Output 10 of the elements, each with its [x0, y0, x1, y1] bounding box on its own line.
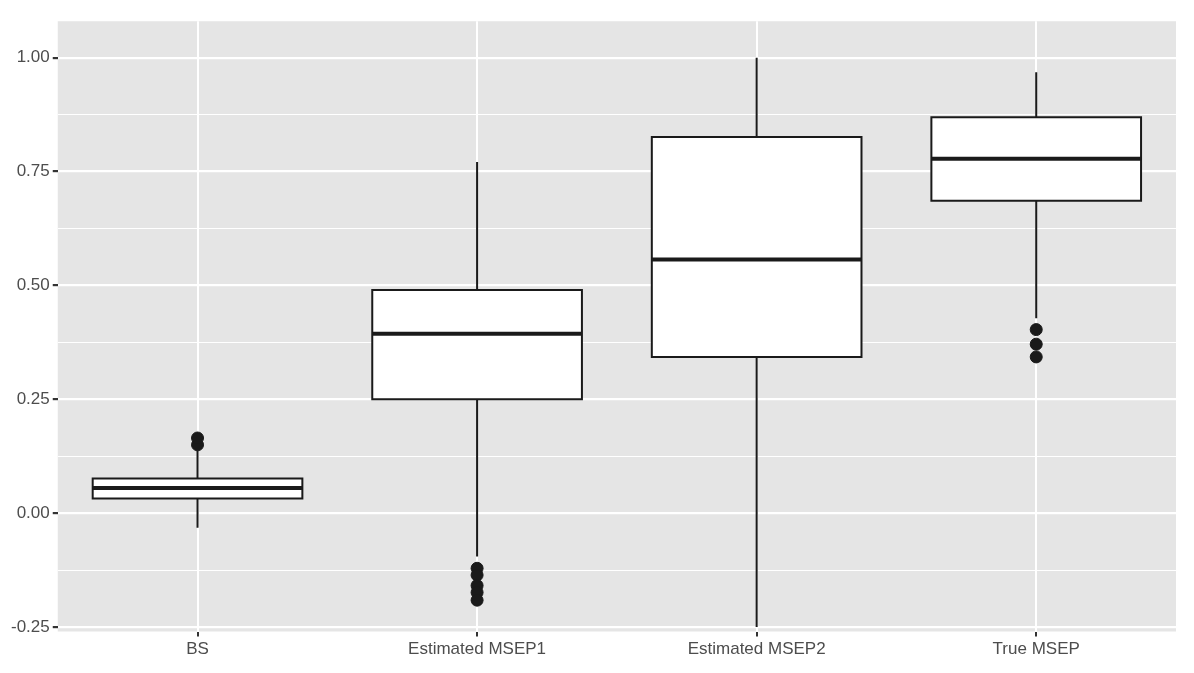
- y-tick-label: 0.25: [16, 388, 50, 408]
- y-tick-label: 1.00: [16, 47, 50, 67]
- x-tick-label: True MSEP: [992, 639, 1080, 659]
- y-tick-label: 0.75: [16, 161, 50, 181]
- x-tick-label: Estimated MSEP2: [687, 639, 826, 659]
- y-tick-label: 0.50: [16, 275, 50, 295]
- y-tick-label: 0.00: [16, 502, 50, 522]
- x-tick-label: BS: [186, 639, 209, 659]
- y-tick-label: -0.25: [11, 616, 50, 636]
- x-tick-label: Estimated MSEP1: [408, 639, 547, 659]
